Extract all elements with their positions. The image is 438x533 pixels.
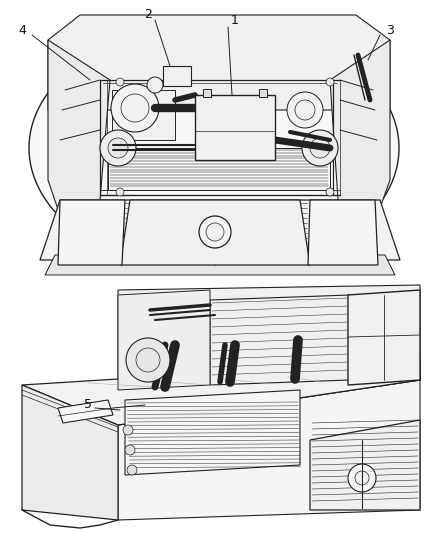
Circle shape xyxy=(116,188,124,196)
Polygon shape xyxy=(348,290,420,385)
Polygon shape xyxy=(118,290,210,390)
Bar xyxy=(108,148,330,190)
Circle shape xyxy=(355,471,369,485)
Text: 5: 5 xyxy=(84,399,92,411)
Circle shape xyxy=(111,84,159,132)
Polygon shape xyxy=(22,360,420,425)
Circle shape xyxy=(206,223,224,241)
Bar xyxy=(195,95,275,160)
Text: 3: 3 xyxy=(386,23,394,36)
Polygon shape xyxy=(58,400,113,423)
Circle shape xyxy=(287,92,323,128)
Circle shape xyxy=(136,348,160,372)
Circle shape xyxy=(326,78,334,86)
Circle shape xyxy=(121,94,149,122)
Circle shape xyxy=(126,338,170,382)
Polygon shape xyxy=(118,285,420,425)
Polygon shape xyxy=(330,40,390,230)
Circle shape xyxy=(125,445,135,455)
Polygon shape xyxy=(48,40,110,230)
Polygon shape xyxy=(210,295,350,385)
Text: 4: 4 xyxy=(18,23,26,36)
Polygon shape xyxy=(22,385,118,520)
Polygon shape xyxy=(125,390,300,475)
Polygon shape xyxy=(58,200,125,265)
Circle shape xyxy=(108,138,128,158)
Circle shape xyxy=(116,78,124,86)
Polygon shape xyxy=(118,380,420,520)
Circle shape xyxy=(326,188,334,196)
Circle shape xyxy=(127,465,137,475)
Circle shape xyxy=(310,138,330,158)
Polygon shape xyxy=(48,15,390,110)
Polygon shape xyxy=(308,200,378,265)
Circle shape xyxy=(348,464,376,492)
Circle shape xyxy=(302,130,338,166)
Ellipse shape xyxy=(29,23,399,273)
Polygon shape xyxy=(45,255,395,275)
Circle shape xyxy=(123,425,133,435)
Text: 1: 1 xyxy=(231,13,239,27)
Bar xyxy=(163,66,191,86)
Bar xyxy=(203,89,211,97)
Circle shape xyxy=(147,77,163,93)
Polygon shape xyxy=(112,90,175,140)
Polygon shape xyxy=(40,200,400,260)
Text: 2: 2 xyxy=(144,9,152,21)
Polygon shape xyxy=(310,420,420,510)
Circle shape xyxy=(295,100,315,120)
Bar xyxy=(0,285,438,533)
Circle shape xyxy=(199,216,231,248)
Circle shape xyxy=(100,130,136,166)
Polygon shape xyxy=(120,200,310,265)
Bar xyxy=(259,89,267,97)
